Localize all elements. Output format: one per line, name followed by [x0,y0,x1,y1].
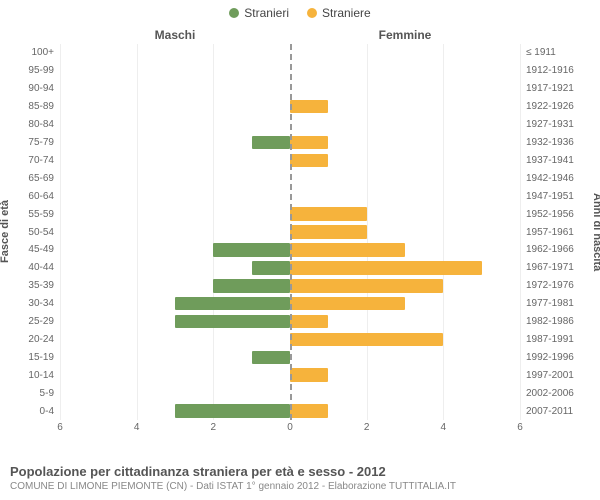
pyramid-chart: Stranieri Straniere Maschi Femmine Fasce… [0,0,600,500]
bar-female [290,154,328,168]
chart-title: Popolazione per cittadinanza straniera p… [10,464,590,479]
bar-male [252,351,290,365]
column-header-left: Maschi [60,28,290,42]
xaxis-tick: 0 [287,422,293,433]
yaxis-left-label: 65-69 [0,169,58,187]
legend-swatch-male [229,8,239,18]
yaxis-left-label: 40-44 [0,259,58,277]
xaxis-tick: 6 [57,422,63,433]
yaxis-title-right: Anni di nascita [588,44,600,420]
column-header-right: Femmine [290,28,520,42]
yaxis-left-label: 45-49 [0,241,58,259]
bar-female [290,225,367,239]
bar-female [290,136,328,150]
yaxis-left-label: 100+ [0,44,58,62]
xaxis-tick: 2 [364,422,370,433]
yaxis-left-label: 5-9 [0,384,58,402]
legend: Stranieri Straniere [0,0,600,20]
yaxis-left-label: 70-74 [0,151,58,169]
bar-male [252,261,290,275]
bar-female [290,243,405,257]
yaxis-left-label: 20-24 [0,331,58,349]
yaxis-left-label: 0-4 [0,402,58,420]
legend-label-female: Straniere [322,6,371,20]
yaxis-left-label: 15-19 [0,348,58,366]
bar-male [213,279,290,293]
xaxis-tick: 4 [441,422,447,433]
yaxis-left-label: 25-29 [0,313,58,331]
bar-male [175,315,290,329]
bar-male [252,136,290,150]
plot-area [60,44,520,420]
footer: Popolazione per cittadinanza straniera p… [10,464,590,492]
yaxis-left: 100+95-9990-9485-8980-8475-7970-7465-696… [0,44,58,420]
bar-female [290,404,328,418]
legend-item-female: Straniere [307,6,371,20]
yaxis-left-label: 95-99 [0,62,58,80]
legend-swatch-female [307,8,317,18]
bar-female [290,279,443,293]
xaxis-tick: 4 [134,422,140,433]
yaxis-left-label: 75-79 [0,134,58,152]
yaxis-left-label: 60-64 [0,187,58,205]
xaxis-tick: 2 [211,422,217,433]
xaxis: 6 4 2 0 2 4 6 [60,422,520,440]
bar-female [290,207,367,221]
bar-female [290,315,328,329]
bar-male [175,297,290,311]
chart-subtitle: COMUNE DI LIMONE PIEMONTE (CN) - Dati IS… [10,481,590,492]
yaxis-left-label: 55-59 [0,205,58,223]
yaxis-left-label: 80-84 [0,116,58,134]
yaxis-left-label: 30-34 [0,295,58,313]
bar-female [290,100,328,114]
center-line [290,44,292,420]
xaxis-tick: 6 [517,422,523,433]
gridline [520,44,521,420]
yaxis-left-label: 10-14 [0,366,58,384]
column-headers: Maschi Femmine [60,28,520,42]
bar-female [290,368,328,382]
bar-female [290,333,443,347]
yaxis-left-label: 35-39 [0,277,58,295]
legend-label-male: Stranieri [244,6,289,20]
yaxis-left-label: 85-89 [0,98,58,116]
yaxis-left-label: 50-54 [0,223,58,241]
bar-female [290,297,405,311]
bar-female [290,261,482,275]
bar-male [213,243,290,257]
yaxis-left-label: 90-94 [0,80,58,98]
bar-male [175,404,290,418]
legend-item-male: Stranieri [229,6,289,20]
